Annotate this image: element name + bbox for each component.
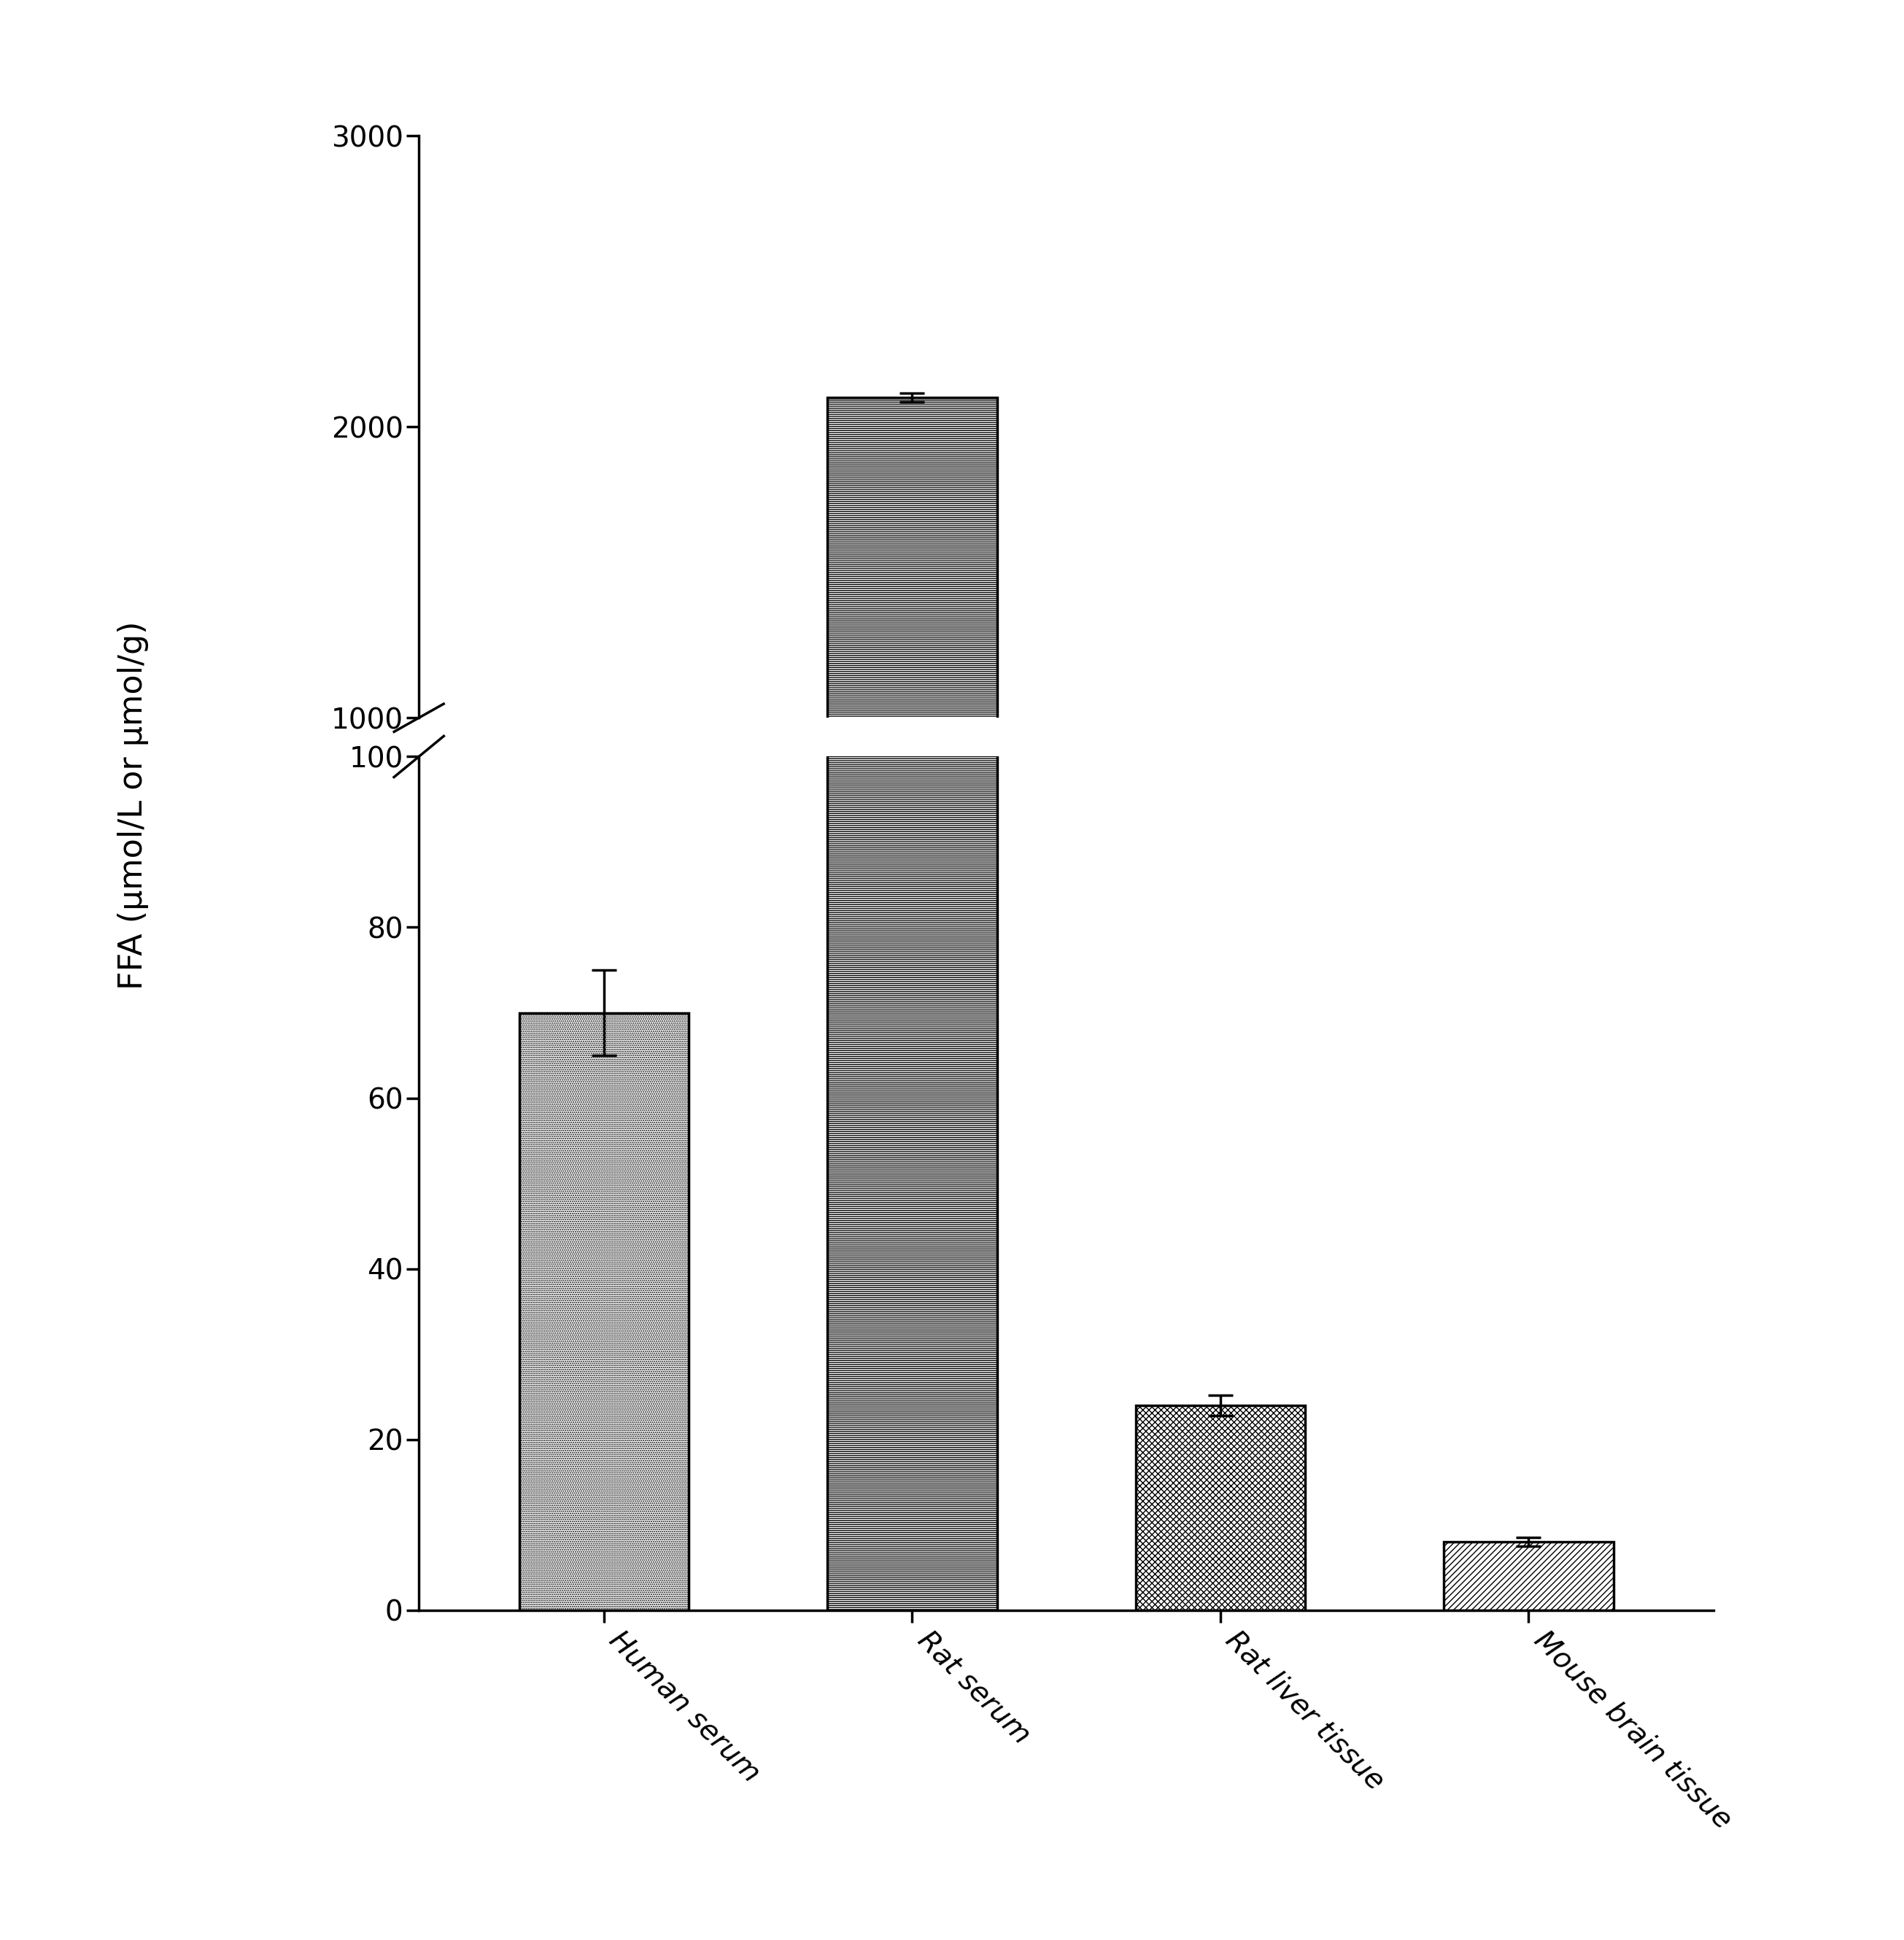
Bar	[828, 0, 998, 1610]
Bar	[828, 398, 998, 1009]
Bar	[1135, 1001, 1304, 1009]
Bar	[520, 1013, 689, 1610]
Bar	[1443, 1007, 1613, 1009]
Bar	[520, 987, 689, 1009]
Bar	[1443, 1542, 1613, 1610]
Text: FFA (μmol/L or μmol/g): FFA (μmol/L or μmol/g)	[118, 621, 149, 989]
Bar	[1135, 1405, 1304, 1610]
